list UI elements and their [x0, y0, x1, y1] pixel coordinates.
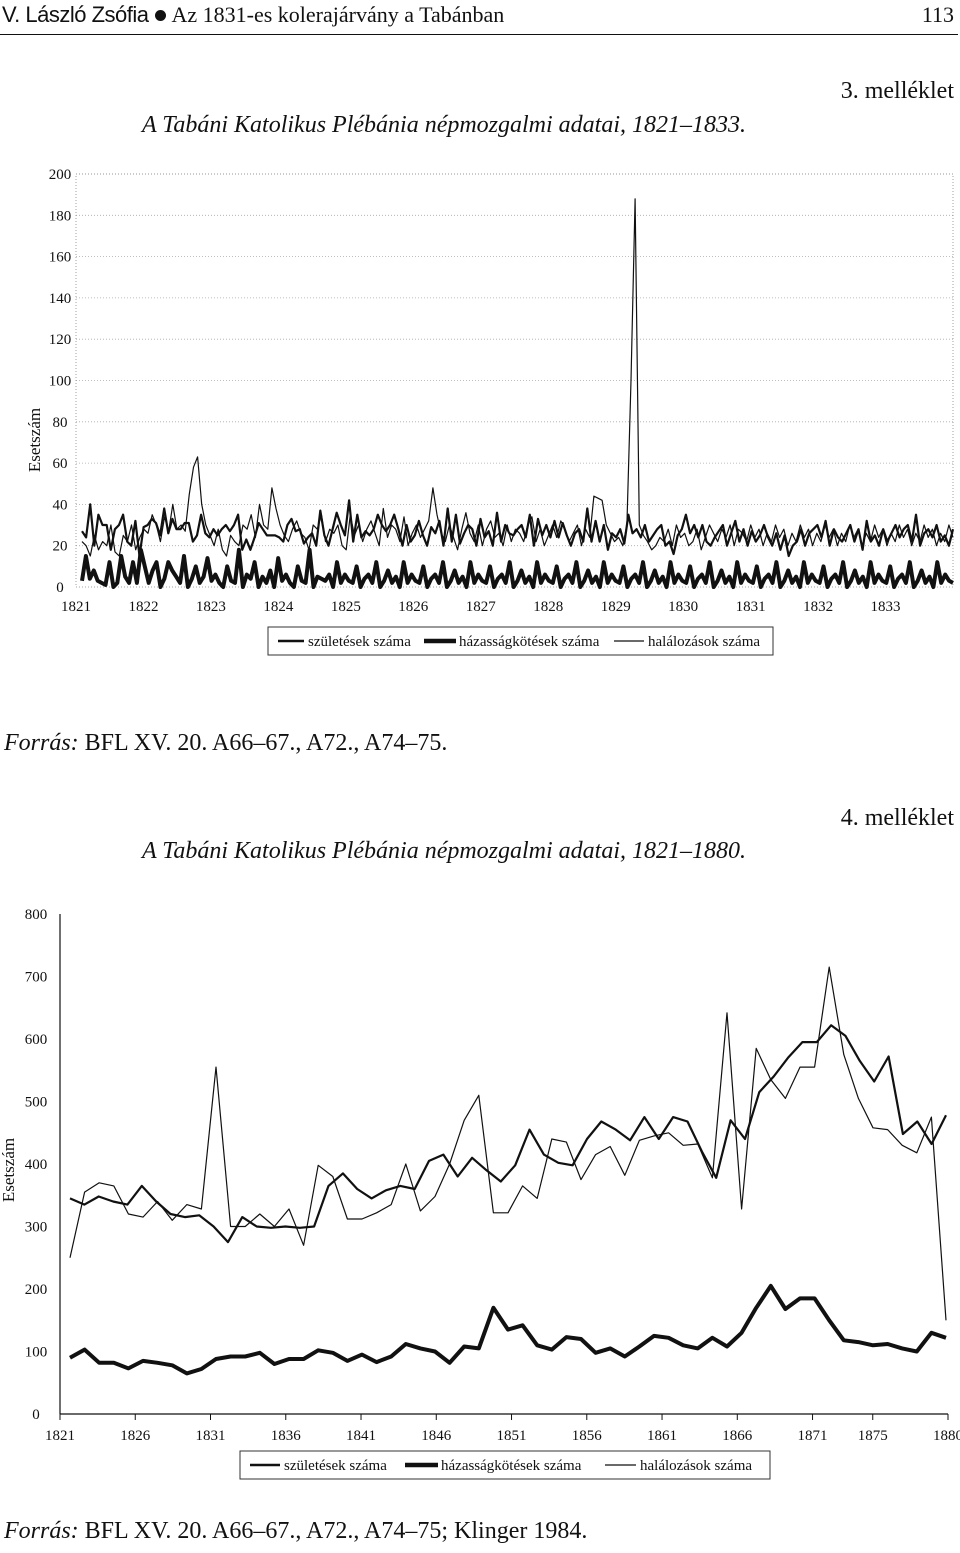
x-tick-label: 1833 [871, 599, 901, 615]
legend-2-deaths: halálozások száma [640, 1458, 752, 1474]
x-tick-label: 1822 [128, 599, 158, 615]
y-tick-label: 100 [25, 1345, 48, 1361]
x-tick-label: 1828 [533, 599, 563, 615]
y-tick-label: 0 [56, 580, 64, 596]
y-tick-label: 180 [49, 208, 72, 224]
y-tick-label: 100 [49, 374, 72, 390]
y-tick-label: 700 [25, 970, 48, 986]
y-tick-label: 80 [53, 415, 68, 431]
chart-2-y-ticks: 0 100 200 300 400 500 600 700 800 [25, 907, 48, 1423]
y-tick-label: 0 [32, 1407, 40, 1423]
y-tick-label: 20 [53, 539, 68, 555]
y-tick-label: 400 [25, 1157, 48, 1173]
y-tick-label: 200 [25, 1282, 48, 1298]
running-header: V. László Zsófia Az 1831-es kolerajárvány… [0, 0, 960, 36]
chart-1-series [80, 198, 955, 589]
series-line-1 [69, 1283, 947, 1376]
legend-2-births: születések száma [284, 1458, 387, 1474]
x-tick-label: 1823 [196, 599, 226, 615]
chart-2-legend: születések száma házasságkötések száma h… [239, 1450, 771, 1480]
x-tick-label: 1821 [45, 1428, 75, 1444]
y-tick-label: 140 [49, 291, 72, 307]
chart-1-x-ticks: 1821 1822 1823 1824 1825 1826 1827 1828 1829 1830… [61, 599, 901, 615]
x-tick-label: 1830 [668, 599, 698, 615]
header-title: Az 1831-es kolerajárvány a Tabánban [171, 2, 505, 27]
y-tick-label: 500 [25, 1095, 48, 1111]
chart-1-y-ticks: 0 20 40 60 80 100 120 140 160 180 200 [49, 167, 72, 596]
chart-1-gridlines [75, 173, 954, 588]
x-tick-label: 1831 [196, 1428, 226, 1444]
y-tick-label: 200 [49, 167, 72, 183]
x-tick-label: 1826 [120, 1428, 151, 1444]
annex-label-3: 3. melléklet [840, 78, 954, 104]
x-tick-label: 1826 [398, 599, 429, 615]
source-note-1: Forrás: BFL XV. 20. A66–67., A72., A74–7… [4, 730, 447, 757]
x-tick-label: 1832 [803, 599, 833, 615]
chart-2-y-axis-label: Esetszám [0, 1138, 18, 1202]
x-tick-label: 1856 [572, 1428, 603, 1444]
series-line-1 [80, 547, 954, 589]
series-line-2 [81, 198, 954, 557]
source-1-prefix: Forrás: [4, 730, 79, 756]
y-tick-label: 300 [25, 1220, 48, 1236]
x-tick-label: 1871 [798, 1428, 828, 1444]
x-tick-label: 1824 [263, 599, 294, 615]
y-tick-label: 800 [25, 907, 48, 923]
x-tick-label: 1831 [736, 599, 766, 615]
source-2-prefix: Forrás: [4, 1518, 79, 1544]
chart-title-2: A Tabáni Katolikus Plébánia népmozgalmi … [142, 838, 747, 864]
chart-2-series [69, 966, 947, 1376]
chart-2-x-ticks: 1821 1826 1831 1836 1841 1846 1851 1856 1861 1866… [45, 1414, 960, 1444]
y-tick-label: 120 [49, 332, 72, 348]
x-tick-label: 1829 [601, 599, 631, 615]
y-tick-label: 40 [53, 497, 68, 513]
header-author: V. László Zsófia [2, 2, 149, 27]
legend-2-marriages: házasságkötések száma [441, 1458, 582, 1474]
x-tick-label: 1875 [858, 1428, 888, 1444]
series-line-0 [69, 1024, 947, 1244]
series-line-2 [69, 966, 947, 1321]
source-note-2: Forrás: BFL XV. 20. A66–67., A72., A74–7… [4, 1518, 587, 1545]
x-tick-label: 1866 [722, 1428, 753, 1444]
header-left: V. László Zsófia Az 1831-es kolerajárvány… [2, 2, 504, 28]
source-1-text: BFL XV. 20. A66–67., A72., A74–75. [78, 730, 448, 756]
bullet-dot-icon [154, 10, 166, 22]
series-line-0 [81, 499, 955, 558]
source-2-text: BFL XV. 20. A66–67., A72., A74–75; Kling… [78, 1518, 588, 1544]
header-rule [0, 34, 958, 35]
y-tick-label: 160 [49, 250, 72, 266]
chart-2-axes [59, 914, 948, 1415]
chart-1-legend: születések száma házasságkötések száma h… [267, 626, 774, 656]
chart-title-1: A Tabáni Katolikus Plébánia népmozgalmi … [142, 112, 747, 138]
x-tick-label: 1861 [647, 1428, 677, 1444]
x-tick-label: 1825 [331, 599, 361, 615]
x-tick-label: 1880 [933, 1428, 960, 1444]
legend-1-births: születések száma [308, 634, 411, 650]
x-tick-label: 1827 [466, 599, 497, 615]
x-tick-label: 1841 [346, 1428, 376, 1444]
legend-1-marriages: házasságkötések száma [459, 634, 600, 650]
x-tick-label: 1836 [271, 1428, 302, 1444]
x-tick-label: 1821 [61, 599, 91, 615]
annex-label-4: 4. melléklet [840, 805, 954, 831]
chart-1-y-axis-label: Esetszám [25, 408, 44, 472]
y-tick-label: 600 [25, 1032, 48, 1048]
chart-1: 0 20 40 60 80 100 120 140 160 180 200 1821 1822 1823… [25, 167, 955, 656]
x-tick-label: 1846 [421, 1428, 452, 1444]
x-tick-label: 1851 [497, 1428, 527, 1444]
page-number: 113 [921, 2, 954, 27]
y-tick-label: 60 [53, 456, 68, 472]
legend-1-deaths: halálozások száma [648, 634, 760, 650]
